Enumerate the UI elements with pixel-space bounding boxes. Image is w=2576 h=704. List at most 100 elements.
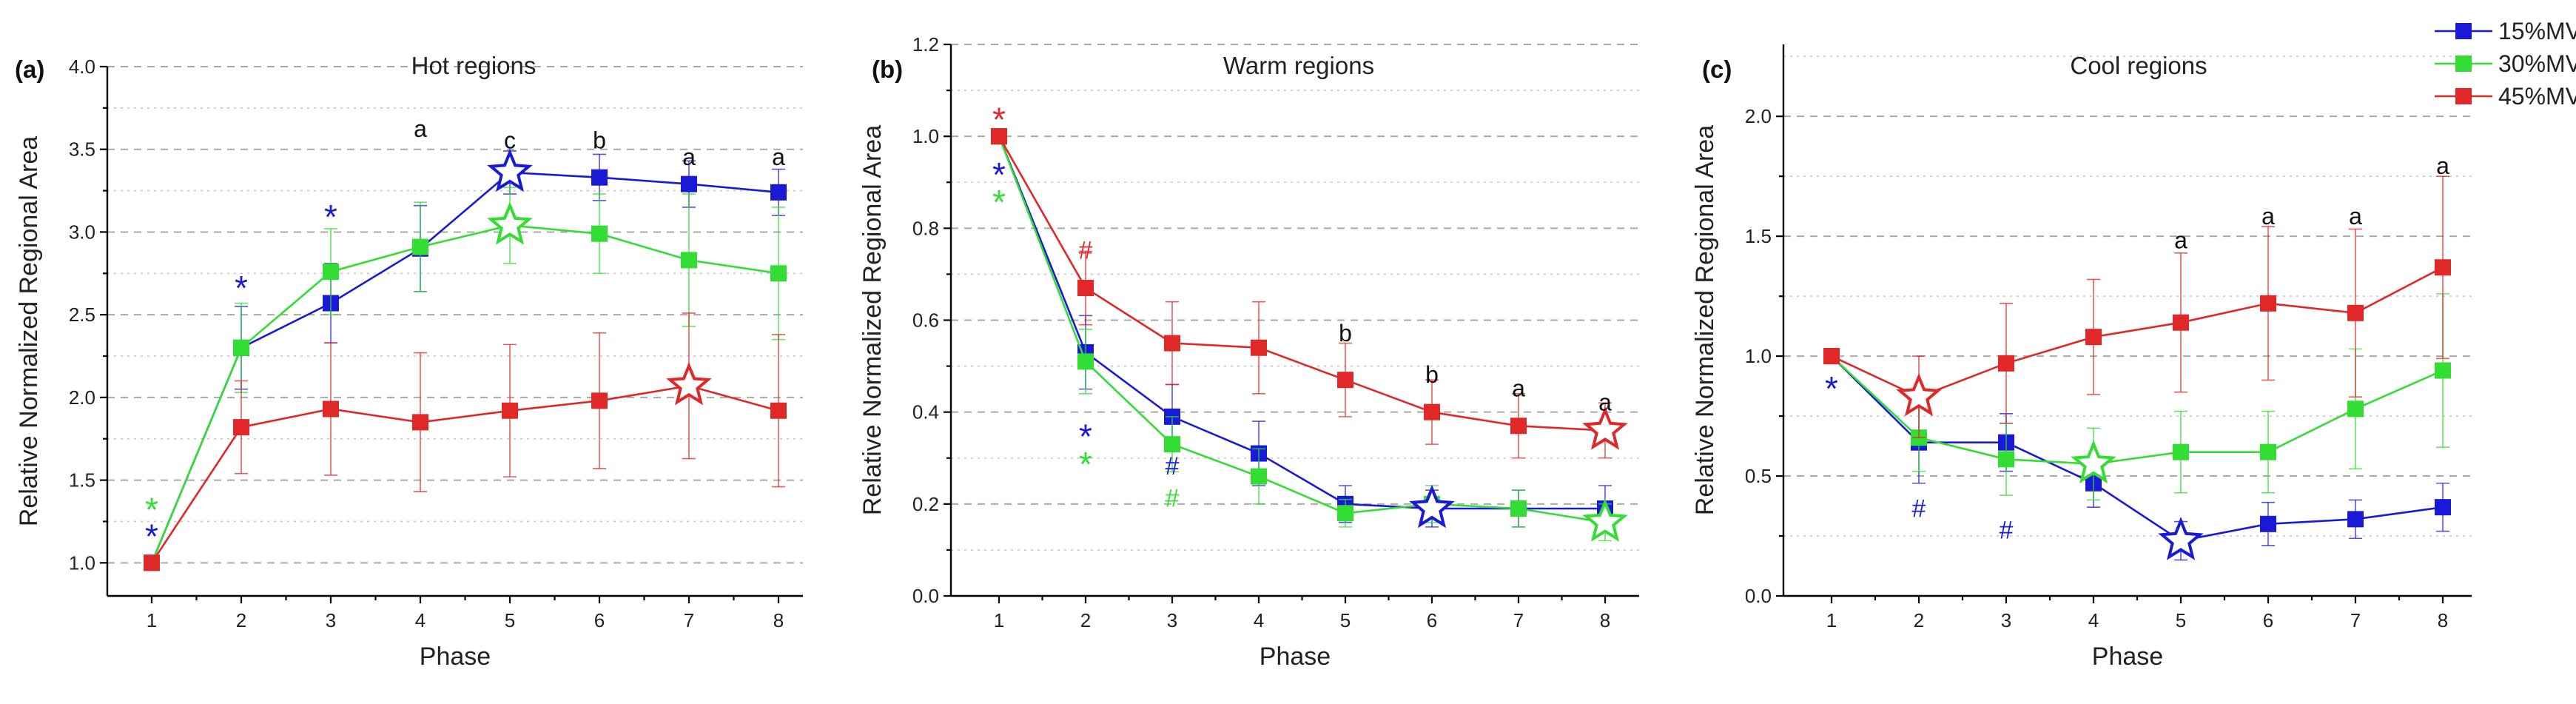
annotation-mark: b [593,127,606,154]
data-point [2347,511,2364,528]
panel-label: (a) [15,56,44,83]
chart-panel-3: 0.0 0.5 1.0 1.5 2.0 1 2 3 4 5 6 7 8 Phase Relative Nor… [1691,44,2472,671]
series-15%MVC [144,150,787,571]
x-tick-label: 7 [1513,609,1524,631]
star-marker [2158,517,2204,560]
annotation-mark: * [235,269,248,307]
data-point [1424,403,1440,420]
legend-label: 15%MVC [2498,18,2576,44]
panel-label: (c) [1702,56,1732,83]
legend-label: 45%MVC [2498,83,2576,110]
data-point [770,402,787,419]
panel-title: Hot regions [411,52,537,79]
data-point [2435,259,2451,276]
annotation-mark: # [1912,495,1926,523]
annotation-mark: * [1825,369,1838,408]
y-tick-label: 1.0 [1745,345,1772,367]
x-tick-label: 1 [147,609,157,631]
annotation-mark: a [414,115,427,142]
annotation-mark: a [2349,203,2362,229]
annotation-mark: a [1512,375,1525,402]
legend-marker [2455,23,2472,39]
data-point [2260,515,2276,532]
x-tick-label: 4 [1254,609,1264,631]
data-point [770,265,787,282]
panel-label: (b) [872,56,903,83]
panel-title: Cool regions [2070,52,2207,79]
data-point [1998,355,2014,372]
series-45%MVC [144,312,787,571]
annotation-mark: * [145,491,158,529]
star-marker [487,201,533,245]
x-tick-label: 5 [2176,609,2186,631]
y-axis-title: Relative Normalized Regional Area [858,125,887,515]
data-point [2260,295,2276,312]
annotation-mark: * [992,155,1006,194]
y-tick-label: 2.0 [1745,105,1772,127]
x-tick-label: 2 [236,609,246,631]
annotation-mark: * [992,183,1006,221]
data-point [1823,348,1840,365]
legend-marker [2455,88,2472,104]
star-marker [487,148,533,192]
data-point [144,554,160,571]
y-tick-label: 1.0 [69,552,95,574]
annotation-mark: * [1079,445,1092,483]
annotation-mark: * [145,517,158,555]
data-point [1337,372,1353,389]
x-tick-label: 3 [326,609,336,631]
data-point [1337,505,1353,522]
y-tick-label: 0.4 [912,401,939,423]
series-line [1831,355,2444,542]
y-tick-label: 1.5 [69,469,95,492]
x-tick-label: 3 [2001,609,2011,631]
data-point [1077,280,1094,297]
y-tick-label: 2.0 [69,386,95,409]
annotation-mark: * [992,100,1006,138]
y-tick-label: 3.5 [69,138,95,161]
annotation-mark: a [682,144,696,170]
data-point [1998,451,2014,468]
data-point [323,400,339,418]
star-marker [1582,498,1628,542]
data-point [1251,339,1267,356]
x-tick-label: 1 [994,609,1004,631]
annotation-mark: b [1425,361,1439,388]
data-point [1164,436,1180,453]
series-line [150,224,779,563]
chart-panel-1: 1.0 1.5 2.0 2.5 3.0 3.5 4.0 1 2 3 4 5 6 7 8 Phase Relati… [15,52,803,671]
x-tick-label: 8 [773,609,784,631]
data-point [681,252,697,269]
data-point [991,128,1007,145]
y-tick-label: 2.5 [69,304,95,326]
data-point [233,419,249,436]
y-tick-label: 1.0 [912,125,939,147]
data-point [2347,400,2364,418]
annotation-mark: a [2174,227,2187,254]
x-tick-label: 6 [1427,609,1437,631]
y-tick-label: 0.5 [1745,465,1772,487]
x-tick-label: 2 [1080,609,1091,631]
y-tick-label: 1.5 [1745,225,1772,247]
data-point [2260,443,2276,460]
annotation-mark: * [324,198,337,236]
y-axis-title: Relative Normalized Regional Area [1691,125,1719,515]
x-tick-label: 3 [1167,609,1177,631]
star-marker [666,361,712,406]
annotation-mark: a [2261,203,2275,229]
annotation-mark: a [1598,389,1612,415]
x-tick-label: 2 [1914,609,1924,631]
series-line [150,384,779,564]
data-point [2173,314,2189,331]
legend-label: 30%MVC [2498,50,2576,77]
annotation-mark: # [2000,517,2014,545]
y-axis-title: Relative Normalized Regional Area [15,136,43,526]
annotation-mark: c [504,127,516,154]
x-tick-label: 5 [1340,609,1351,631]
legend-marker [2455,56,2472,72]
x-axis-title: Phase [2092,643,2163,671]
data-point [591,392,608,409]
x-tick-label: 4 [415,609,426,631]
annotation-mark: * [1079,418,1092,456]
